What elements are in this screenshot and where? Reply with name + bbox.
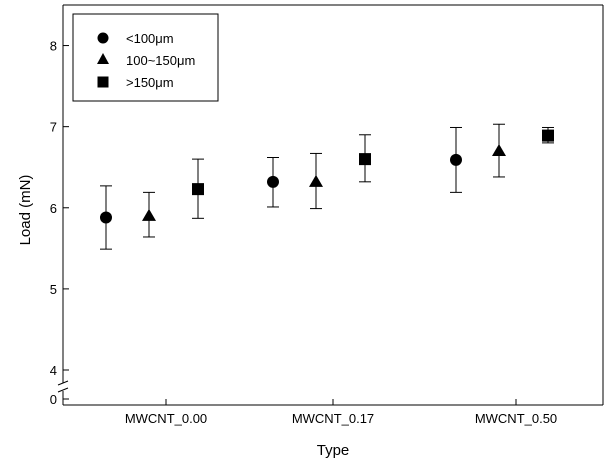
y-tick-label: 4: [50, 363, 57, 378]
y-tick-label: 6: [50, 201, 57, 216]
legend-label-large: >150μm: [126, 75, 174, 90]
y-tick-label: 8: [50, 39, 57, 54]
legend-triangle-marker: [97, 53, 109, 64]
x-axis-label: Type: [317, 442, 350, 459]
y-axis-label: Load (mN): [17, 175, 34, 246]
data-point-square: [542, 129, 554, 142]
x-tick-label: MWCNT_0.50: [475, 411, 557, 426]
legend-label-medium: 100~150μm: [126, 53, 195, 68]
data-point-circle: [450, 153, 462, 166]
series-triangle: [142, 123, 506, 238]
series-square: [192, 126, 554, 219]
data-point-square: [359, 153, 371, 166]
y-tick-label: 7: [50, 120, 57, 135]
legend-box: [72, 13, 219, 102]
data-point-square: [192, 183, 204, 196]
series-circle: [100, 126, 462, 250]
legend-label-small: <100μm: [126, 31, 174, 46]
data-point-triangle: [142, 208, 156, 221]
legend-square-marker: [97, 76, 109, 88]
x-tick-label: MWCNT_0.00: [125, 411, 207, 426]
data-point-triangle: [309, 174, 323, 187]
y-axis: 4 5 6 7 8 0: [50, 39, 69, 407]
series-layer: [100, 123, 554, 250]
y-tick-label: 5: [50, 282, 57, 297]
axis-break-mark: [57, 380, 69, 386]
data-point-circle: [100, 211, 112, 224]
data-point-circle: [267, 175, 279, 188]
legend-circle-marker: [97, 32, 109, 44]
x-axis: MWCNT_0.00 MWCNT_0.17 MWCNT_0.50: [125, 399, 557, 426]
data-point-triangle: [492, 144, 506, 156]
legend: <100μm 100~150μm >150μm: [72, 13, 219, 102]
axis-break-mark: [57, 387, 69, 393]
x-tick-label: MWCNT_0.17: [292, 411, 374, 426]
y-tick-label-zero: 0: [50, 392, 57, 407]
